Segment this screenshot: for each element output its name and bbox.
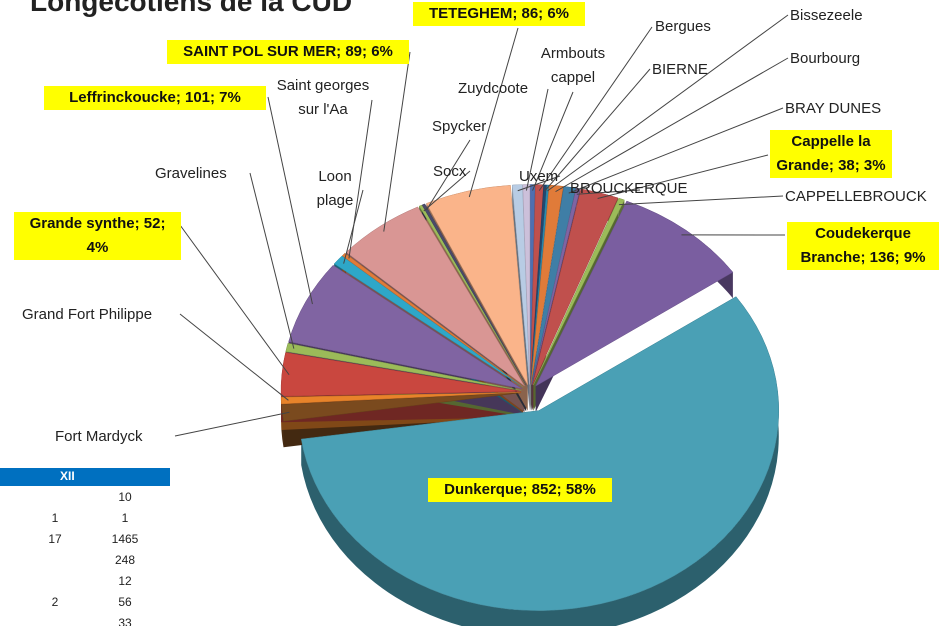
category-label: Bergues (655, 18, 711, 35)
slice (512, 184, 530, 385)
leader-line (618, 195, 784, 206)
category-label: Loon plage (316, 168, 354, 209)
category-label: Armbouts cappel (540, 45, 606, 86)
leader-line (532, 91, 574, 191)
leader-line (555, 57, 789, 193)
category-label: Bissezeele (790, 7, 863, 24)
table-cell: 33 (118, 616, 132, 626)
leader-line (525, 88, 549, 191)
table-cell: 248 (114, 553, 136, 567)
leader-line (348, 99, 373, 259)
leader-line (544, 68, 651, 192)
data-label: Coudekerque Branche; 136; 9% (787, 222, 939, 270)
table-cell: 1 (121, 511, 129, 525)
slice: Leffrinckoucke (288, 264, 523, 389)
table-cell: 10 (118, 490, 132, 504)
leader-line (538, 26, 653, 191)
leader-line (179, 313, 289, 401)
slice: Dunkerque (300, 296, 779, 611)
leader-line (426, 139, 471, 211)
slice (333, 255, 524, 388)
category-label: Saint georges sur l'Aa (276, 77, 370, 118)
category-label: BROUCKERQUE (570, 180, 688, 197)
data-label: Cappelle la Grande; 38; 3% (770, 130, 892, 178)
category-label: Grand Fort Philippe (22, 306, 153, 323)
data-label: SAINT POL SUR MER; 89; 6% (167, 40, 409, 64)
data-label: TETEGHEM; 86; 6% (413, 2, 585, 26)
category-label: Bourbourg (790, 50, 861, 67)
table-cell: 12 (118, 574, 132, 588)
category-label: Spycker (432, 118, 487, 135)
leader-line (517, 175, 561, 192)
leader-line (568, 107, 784, 194)
data-label: Dunkerque; 852; 58% (428, 478, 612, 502)
table-header: XII (0, 468, 170, 486)
leader-line (267, 96, 313, 305)
table-cell: 1 (51, 511, 59, 525)
slice (530, 184, 550, 385)
table-cell: 17 (48, 532, 62, 546)
category-label: CAPPELLEBROUCK (785, 188, 927, 205)
slice (285, 342, 522, 391)
slice: TETEGHEM (426, 184, 528, 385)
data-label: Grande synthe; 52; 4% (14, 212, 181, 260)
leader-line (249, 172, 295, 349)
slice (280, 392, 522, 405)
category-label: Uxem (519, 168, 559, 185)
leader-line (597, 154, 769, 200)
table-cell: 1465 (111, 532, 139, 546)
slice: Grande synthe (280, 352, 522, 397)
leader-line (383, 51, 411, 232)
category-label: Zuydcoote (458, 80, 529, 97)
slice (522, 184, 531, 385)
category-label: BRAY DUNES (785, 100, 882, 117)
data-label: Leffrinckoucke; 101; 7% (44, 86, 266, 110)
category-label: Gravelines (155, 165, 227, 182)
slice (533, 197, 625, 386)
table-cell: 56 (118, 595, 132, 609)
chart-title: Longecotiens de la CUD (30, 0, 353, 17)
slice (421, 203, 527, 386)
slice (281, 392, 522, 422)
table-header-text: XII (60, 469, 75, 483)
table-cell: 2 (51, 595, 59, 609)
category-label: Fort Mardyck (55, 428, 143, 445)
leader-line (547, 14, 789, 192)
leader-line (468, 27, 519, 198)
slice: Coudekerque Branche (535, 200, 734, 387)
category-label: BIERNE (652, 61, 708, 78)
slice (341, 252, 524, 388)
leader-line (174, 411, 290, 437)
category-label: Socx (433, 163, 467, 180)
leader-line (179, 224, 290, 376)
leader-line (423, 170, 471, 212)
